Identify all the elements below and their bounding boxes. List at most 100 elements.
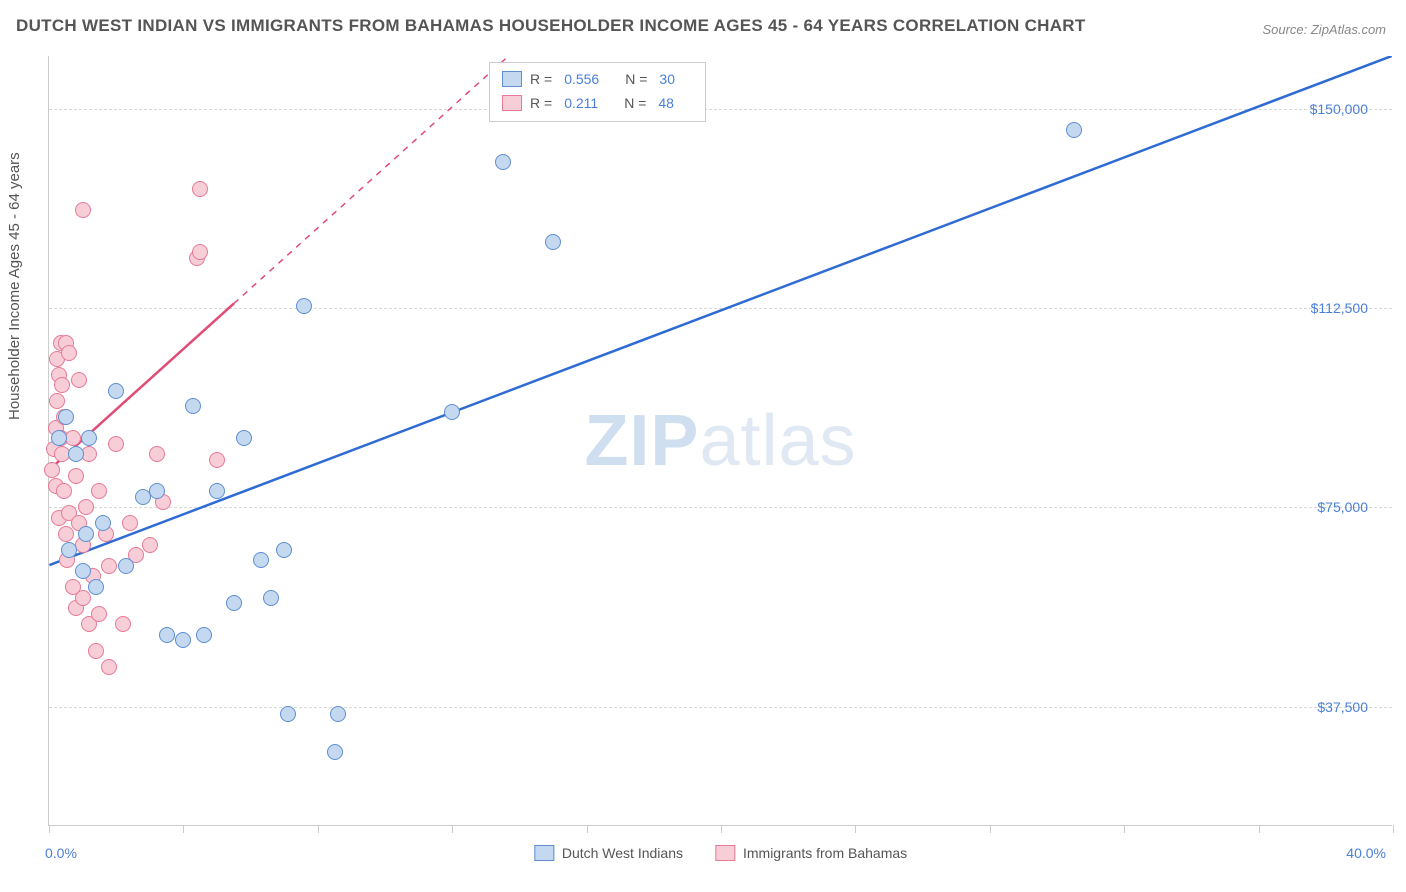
y-tick-label: $150,000 [1310, 101, 1368, 117]
data-point [108, 383, 124, 399]
data-point [236, 430, 252, 446]
r-label-1: R = [530, 71, 552, 87]
gridline [49, 308, 1392, 309]
watermark-zip: ZIP [584, 401, 699, 481]
gridline [49, 507, 1392, 508]
data-point [44, 462, 60, 478]
data-point [276, 542, 292, 558]
data-point [209, 452, 225, 468]
data-point [327, 744, 343, 760]
data-point [192, 244, 208, 260]
gridline [49, 707, 1392, 708]
data-point [226, 595, 242, 611]
legend-item-series1: Dutch West Indians [534, 845, 683, 861]
data-point [49, 393, 65, 409]
data-point [149, 483, 165, 499]
n-label-1: N = [625, 71, 647, 87]
chart-title: DUTCH WEST INDIAN VS IMMIGRANTS FROM BAH… [16, 16, 1086, 36]
correlation-legend: R = 0.556 N = 30 R = 0.211 N = 48 [489, 62, 706, 122]
data-point [192, 181, 208, 197]
data-point [118, 558, 134, 574]
series2-name: Immigrants from Bahamas [743, 845, 907, 861]
data-point [95, 515, 111, 531]
data-point [75, 563, 91, 579]
x-tick [990, 825, 991, 833]
data-point [115, 616, 131, 632]
x-tick [49, 825, 50, 833]
data-point [61, 345, 77, 361]
legend-item-series2: Immigrants from Bahamas [715, 845, 907, 861]
data-point [142, 537, 158, 553]
data-point [175, 632, 191, 648]
data-point [122, 515, 138, 531]
data-point [71, 372, 87, 388]
data-point [75, 590, 91, 606]
data-point [61, 542, 77, 558]
y-axis-label: Householder Income Ages 45 - 64 years [6, 152, 23, 420]
data-point [68, 468, 84, 484]
data-point [209, 483, 225, 499]
data-point [330, 706, 346, 722]
x-tick [1259, 825, 1260, 833]
data-point [545, 234, 561, 250]
data-point [149, 446, 165, 462]
data-point [101, 558, 117, 574]
swatch-bottom-series2 [715, 845, 735, 861]
y-tick-label: $37,500 [1317, 699, 1368, 715]
data-point [88, 579, 104, 595]
swatch-bottom-series1 [534, 845, 554, 861]
source-attribution: Source: ZipAtlas.com [1262, 22, 1386, 37]
data-point [263, 590, 279, 606]
legend-row-series2: R = 0.211 N = 48 [502, 91, 693, 115]
data-point [108, 436, 124, 452]
data-point [78, 499, 94, 515]
series-legend: Dutch West Indians Immigrants from Baham… [534, 845, 907, 861]
legend-row-series1: R = 0.556 N = 30 [502, 67, 693, 91]
n-label-2: N = [624, 95, 646, 111]
data-point [495, 154, 511, 170]
x-axis-end-label: 40.0% [1346, 845, 1386, 861]
data-point [101, 659, 117, 675]
data-point [91, 606, 107, 622]
watermark: ZIPatlas [584, 400, 856, 482]
r-value-2: 0.211 [564, 95, 598, 111]
swatch-series2 [502, 95, 522, 111]
data-point [58, 409, 74, 425]
y-tick-label: $75,000 [1317, 499, 1368, 515]
data-point [159, 627, 175, 643]
x-tick [855, 825, 856, 833]
data-point [81, 430, 97, 446]
r-label-2: R = [530, 95, 552, 111]
x-axis-start-label: 0.0% [45, 845, 77, 861]
watermark-atlas: atlas [699, 401, 856, 481]
x-tick [1124, 825, 1125, 833]
data-point [196, 627, 212, 643]
r-value-1: 0.556 [564, 71, 599, 87]
x-tick [721, 825, 722, 833]
data-point [68, 446, 84, 462]
data-point [78, 526, 94, 542]
x-tick [587, 825, 588, 833]
data-point [56, 483, 72, 499]
data-point [444, 404, 460, 420]
x-tick [452, 825, 453, 833]
gridline [49, 109, 1392, 110]
data-point [91, 483, 107, 499]
data-point [54, 377, 70, 393]
data-point [253, 552, 269, 568]
x-tick [1393, 825, 1394, 833]
data-point [88, 643, 104, 659]
series1-name: Dutch West Indians [562, 845, 683, 861]
data-point [296, 298, 312, 314]
n-value-2: 48 [658, 95, 674, 111]
x-tick [318, 825, 319, 833]
x-tick [183, 825, 184, 833]
data-point [51, 430, 67, 446]
n-value-1: 30 [659, 71, 675, 87]
data-point [75, 202, 91, 218]
data-point [58, 526, 74, 542]
data-point [185, 398, 201, 414]
scatter-plot-area: ZIPatlas $37,500$75,000$112,500$150,000 … [48, 56, 1392, 826]
data-point [280, 706, 296, 722]
swatch-series1 [502, 71, 522, 87]
